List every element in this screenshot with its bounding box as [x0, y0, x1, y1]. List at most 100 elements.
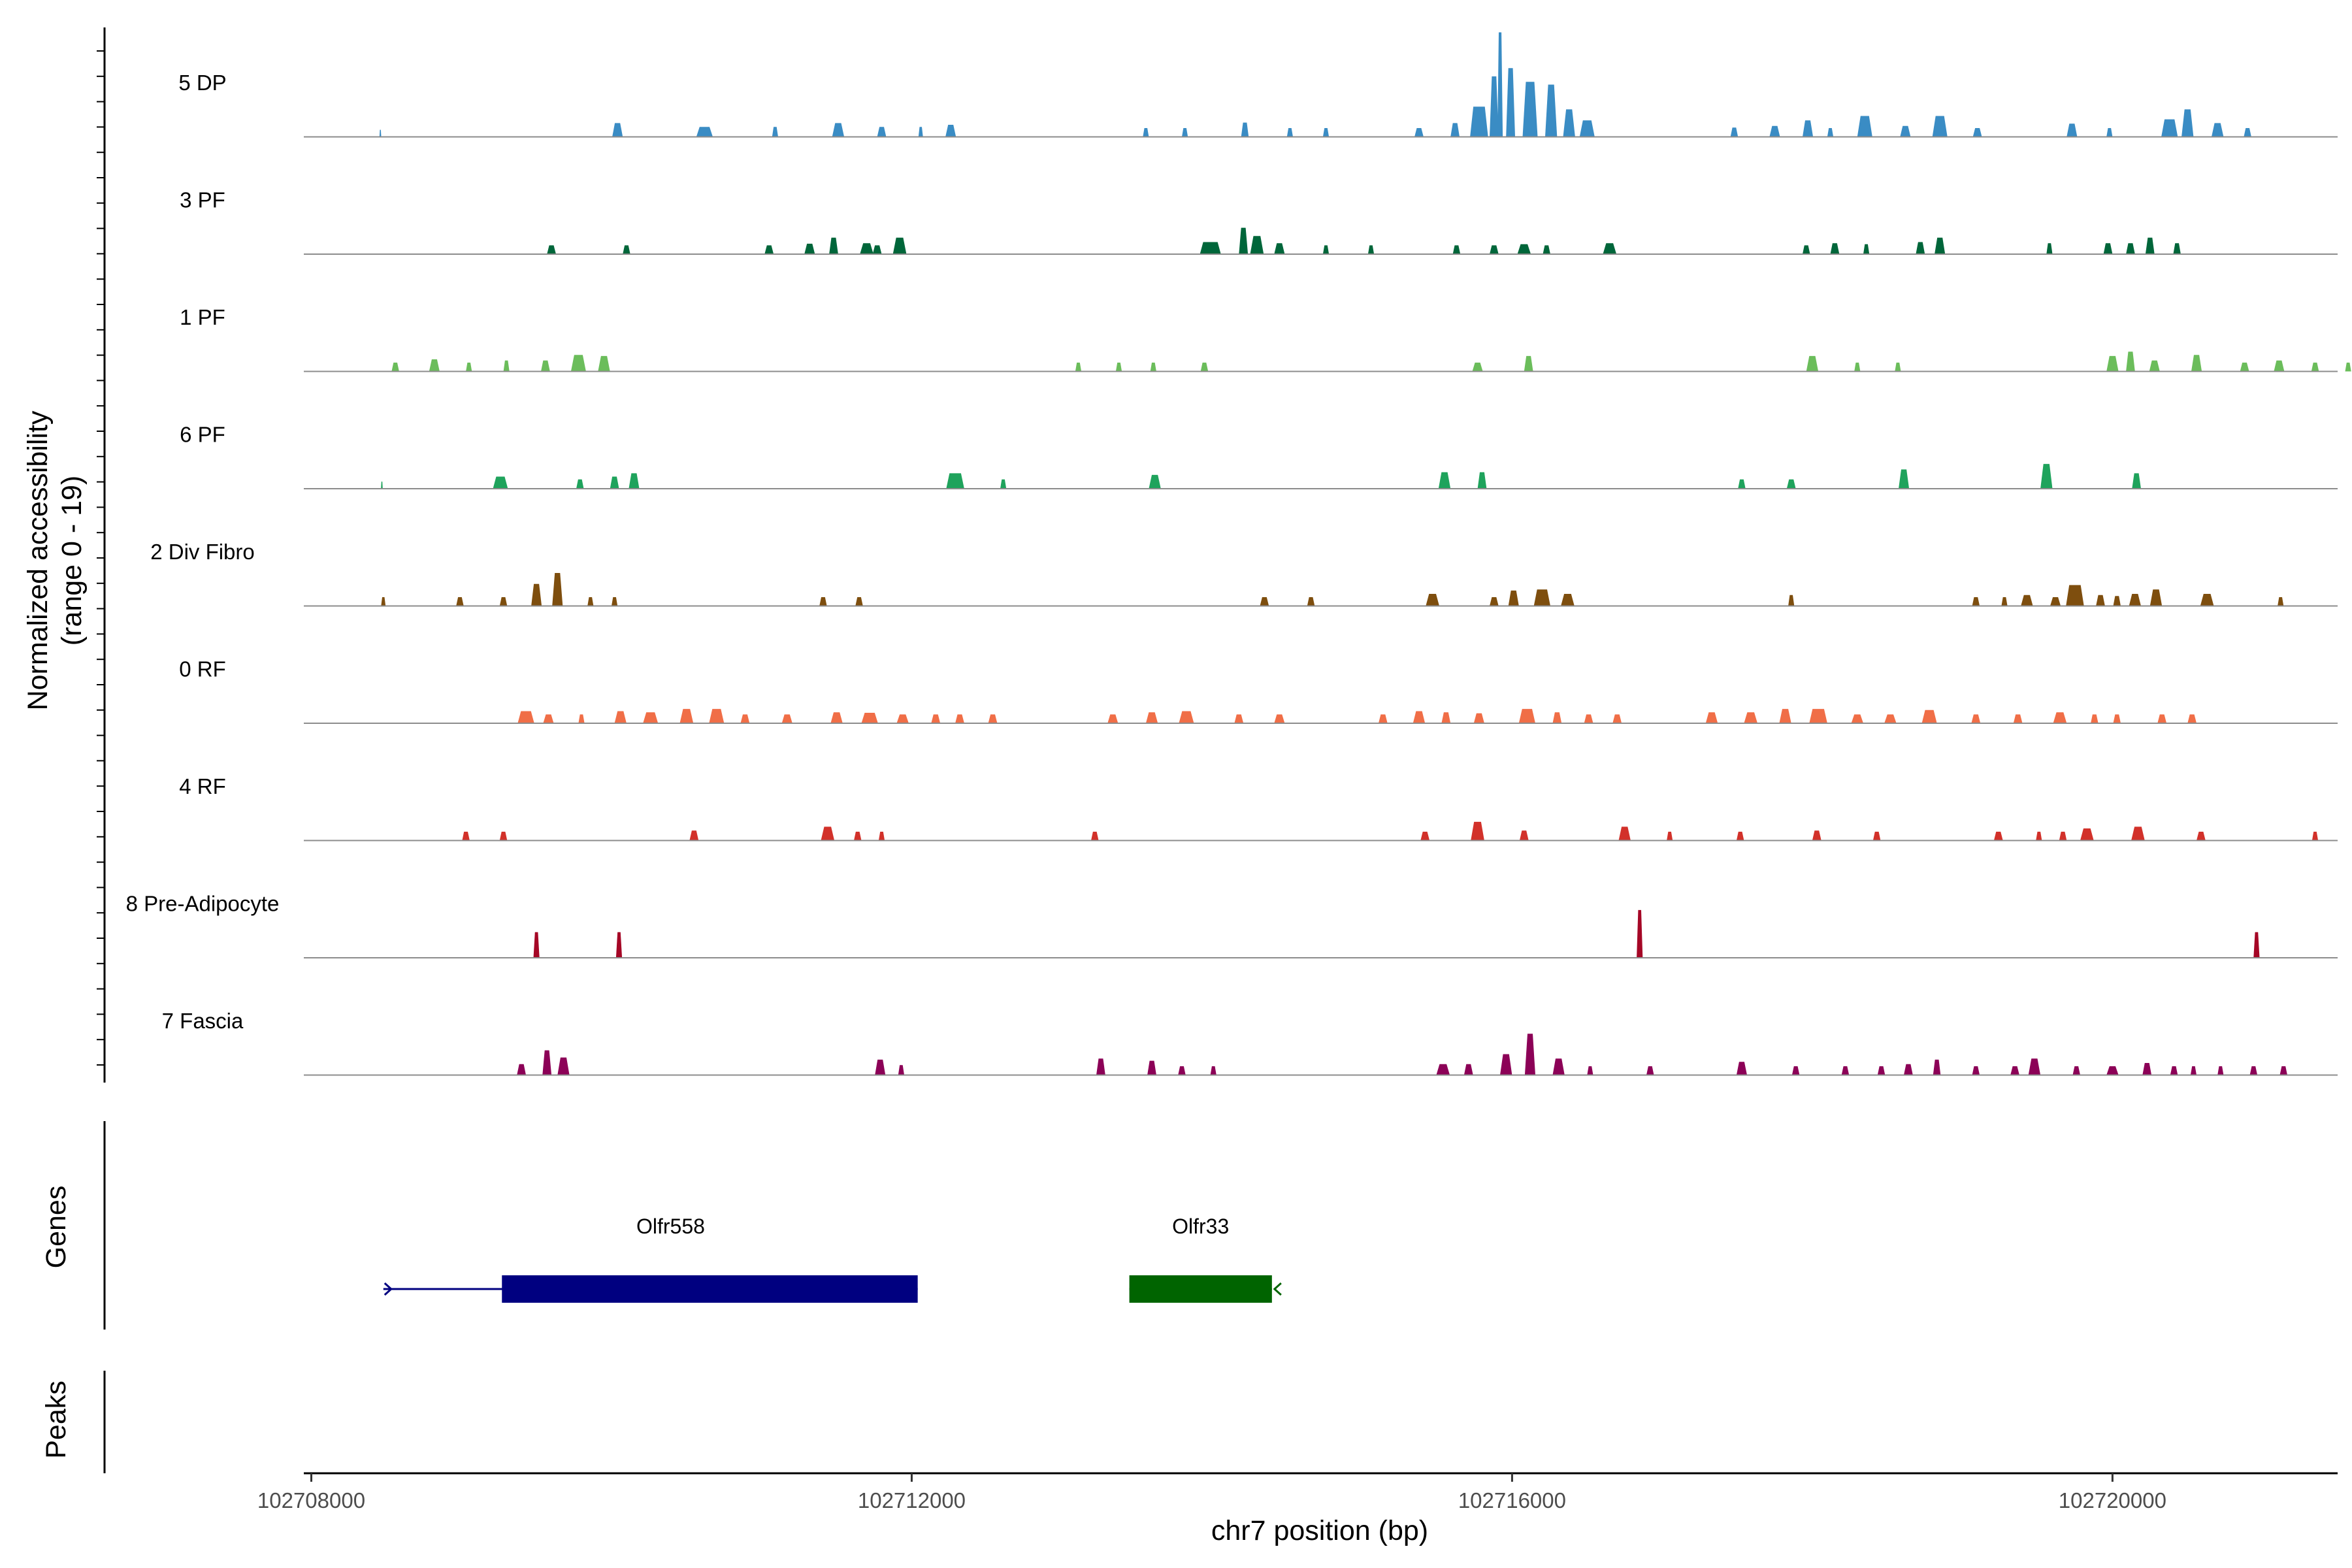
coverage-peak	[1414, 128, 1424, 137]
coverage-peak	[1490, 76, 1499, 137]
coverage-peak	[1524, 1034, 1535, 1075]
coverage-peak	[988, 714, 998, 723]
gene-label-olfr33: Olfr33	[1172, 1215, 1229, 1238]
coverage-peak	[931, 714, 941, 723]
track-label-1-pf: 1 PF	[180, 305, 225, 329]
coverage-peak	[2217, 1066, 2224, 1075]
coverage-peak	[623, 245, 630, 254]
track-6-pf: 6 PF	[180, 423, 2338, 489]
coverage-peak	[1584, 714, 1593, 723]
coverage-peak	[576, 479, 584, 489]
coverage-peak	[1786, 479, 1796, 489]
coverage-peak	[1075, 363, 1082, 372]
track-label-3-pf: 3 PF	[180, 188, 225, 212]
coverage-peak	[1234, 714, 1244, 723]
coverage-peak	[1779, 709, 1791, 723]
coverage-peak	[466, 363, 472, 372]
track-1-pf: 1 PF	[180, 305, 2351, 372]
coverage-peak	[2161, 119, 2178, 137]
coverage-peak	[1921, 710, 1937, 723]
coverage-peak	[2129, 594, 2141, 606]
coverage-peak	[610, 476, 619, 489]
coverage-peak	[1115, 363, 1122, 372]
track-label-4-rf: 4 RF	[179, 774, 226, 798]
coverage-peak	[1178, 1066, 1186, 1075]
coverage-peak	[1788, 595, 1795, 606]
gene-exon	[502, 1275, 918, 1303]
coverage-peak	[2311, 832, 2319, 841]
coverage-peak	[860, 243, 874, 254]
coverage-peak	[2046, 243, 2053, 254]
coverage-peak	[2036, 832, 2042, 841]
coverage-peak	[1367, 245, 1375, 254]
coverage-peak	[772, 127, 778, 137]
coverage-peak	[2197, 832, 2206, 841]
coverage-peak	[2010, 1066, 2019, 1075]
coverage-peak	[1497, 32, 1503, 137]
coverage-peak	[1517, 244, 1531, 254]
coverage-peak	[1884, 714, 1897, 723]
coverage-peak	[2145, 237, 2155, 254]
coverage-peak	[1107, 714, 1119, 723]
coverage-peak	[1200, 363, 1209, 372]
x-tick-label: 102712000	[858, 1488, 966, 1512]
coverage-peak	[689, 830, 699, 841]
coverage-peak	[2200, 594, 2214, 606]
coverage-peak	[1307, 597, 1315, 606]
coverage-peak	[2050, 597, 2061, 606]
coverage-peak	[945, 125, 956, 137]
coverage-peak	[804, 244, 815, 254]
coverage-peak	[1830, 243, 1840, 254]
coverage-peak	[2106, 128, 2113, 137]
coverage-peak	[1145, 712, 1158, 723]
coverage-peak	[1379, 714, 1388, 723]
coverage-peak	[740, 714, 750, 723]
track-label-5-dp: 5 DP	[178, 71, 226, 95]
coverage-peak	[679, 709, 694, 723]
coverage-peak	[2126, 243, 2135, 254]
coverage-peak	[2066, 585, 2084, 606]
coverage-peak	[379, 129, 382, 137]
coverage-peak	[2345, 363, 2351, 372]
coverage-peak	[643, 712, 659, 723]
coverage-peak	[629, 473, 640, 489]
coverage-peak	[1450, 123, 1460, 137]
coverage-peak	[1736, 832, 1744, 841]
peaks-track-title: Peaks	[41, 1380, 72, 1459]
coverage-peak	[1533, 589, 1550, 606]
coverage-peak	[2311, 363, 2319, 372]
coverage-peak	[1518, 709, 1535, 723]
coverage-peak	[1322, 128, 1330, 137]
coverage-peak	[1239, 227, 1249, 254]
coverage-peak	[2059, 832, 2067, 841]
coverage-peak	[2091, 714, 2099, 723]
coverage-peak	[696, 127, 713, 137]
coverage-peak	[1149, 474, 1161, 489]
coverage-peak	[493, 476, 508, 489]
coverage-peak	[1452, 245, 1461, 254]
coverage-peak	[1413, 711, 1426, 723]
track-label-7-fascia: 7 Fascia	[162, 1009, 244, 1033]
coverage-peak	[1803, 245, 1810, 254]
coverage-peak	[1182, 128, 1188, 137]
coverage-peak	[872, 245, 882, 254]
coverage-peak	[542, 1050, 552, 1075]
coverage-peak	[1851, 714, 1863, 723]
coverage-peak	[1426, 594, 1439, 606]
coverage-peak	[1000, 479, 1007, 489]
coverage-peak	[503, 360, 510, 372]
coverage-peak	[1971, 714, 1981, 723]
coverage-peak	[1579, 120, 1595, 137]
track-3-pf: 3 PF	[180, 188, 2338, 255]
coverage-peak	[381, 597, 386, 606]
coverage-peak	[1143, 128, 1149, 137]
track-8-pre-adipocyte: 8 Pre-Adipocyte	[126, 892, 2338, 958]
coverage-peak	[2132, 473, 2141, 489]
coverage-peak	[1260, 597, 1269, 606]
coverage-peak	[1490, 597, 1499, 606]
coverage-peak	[2149, 589, 2163, 606]
coverage-peak	[1877, 1066, 1886, 1075]
coverage-peak	[1612, 714, 1622, 723]
coverage-peak	[557, 1057, 570, 1075]
coverage-peak	[821, 826, 835, 841]
